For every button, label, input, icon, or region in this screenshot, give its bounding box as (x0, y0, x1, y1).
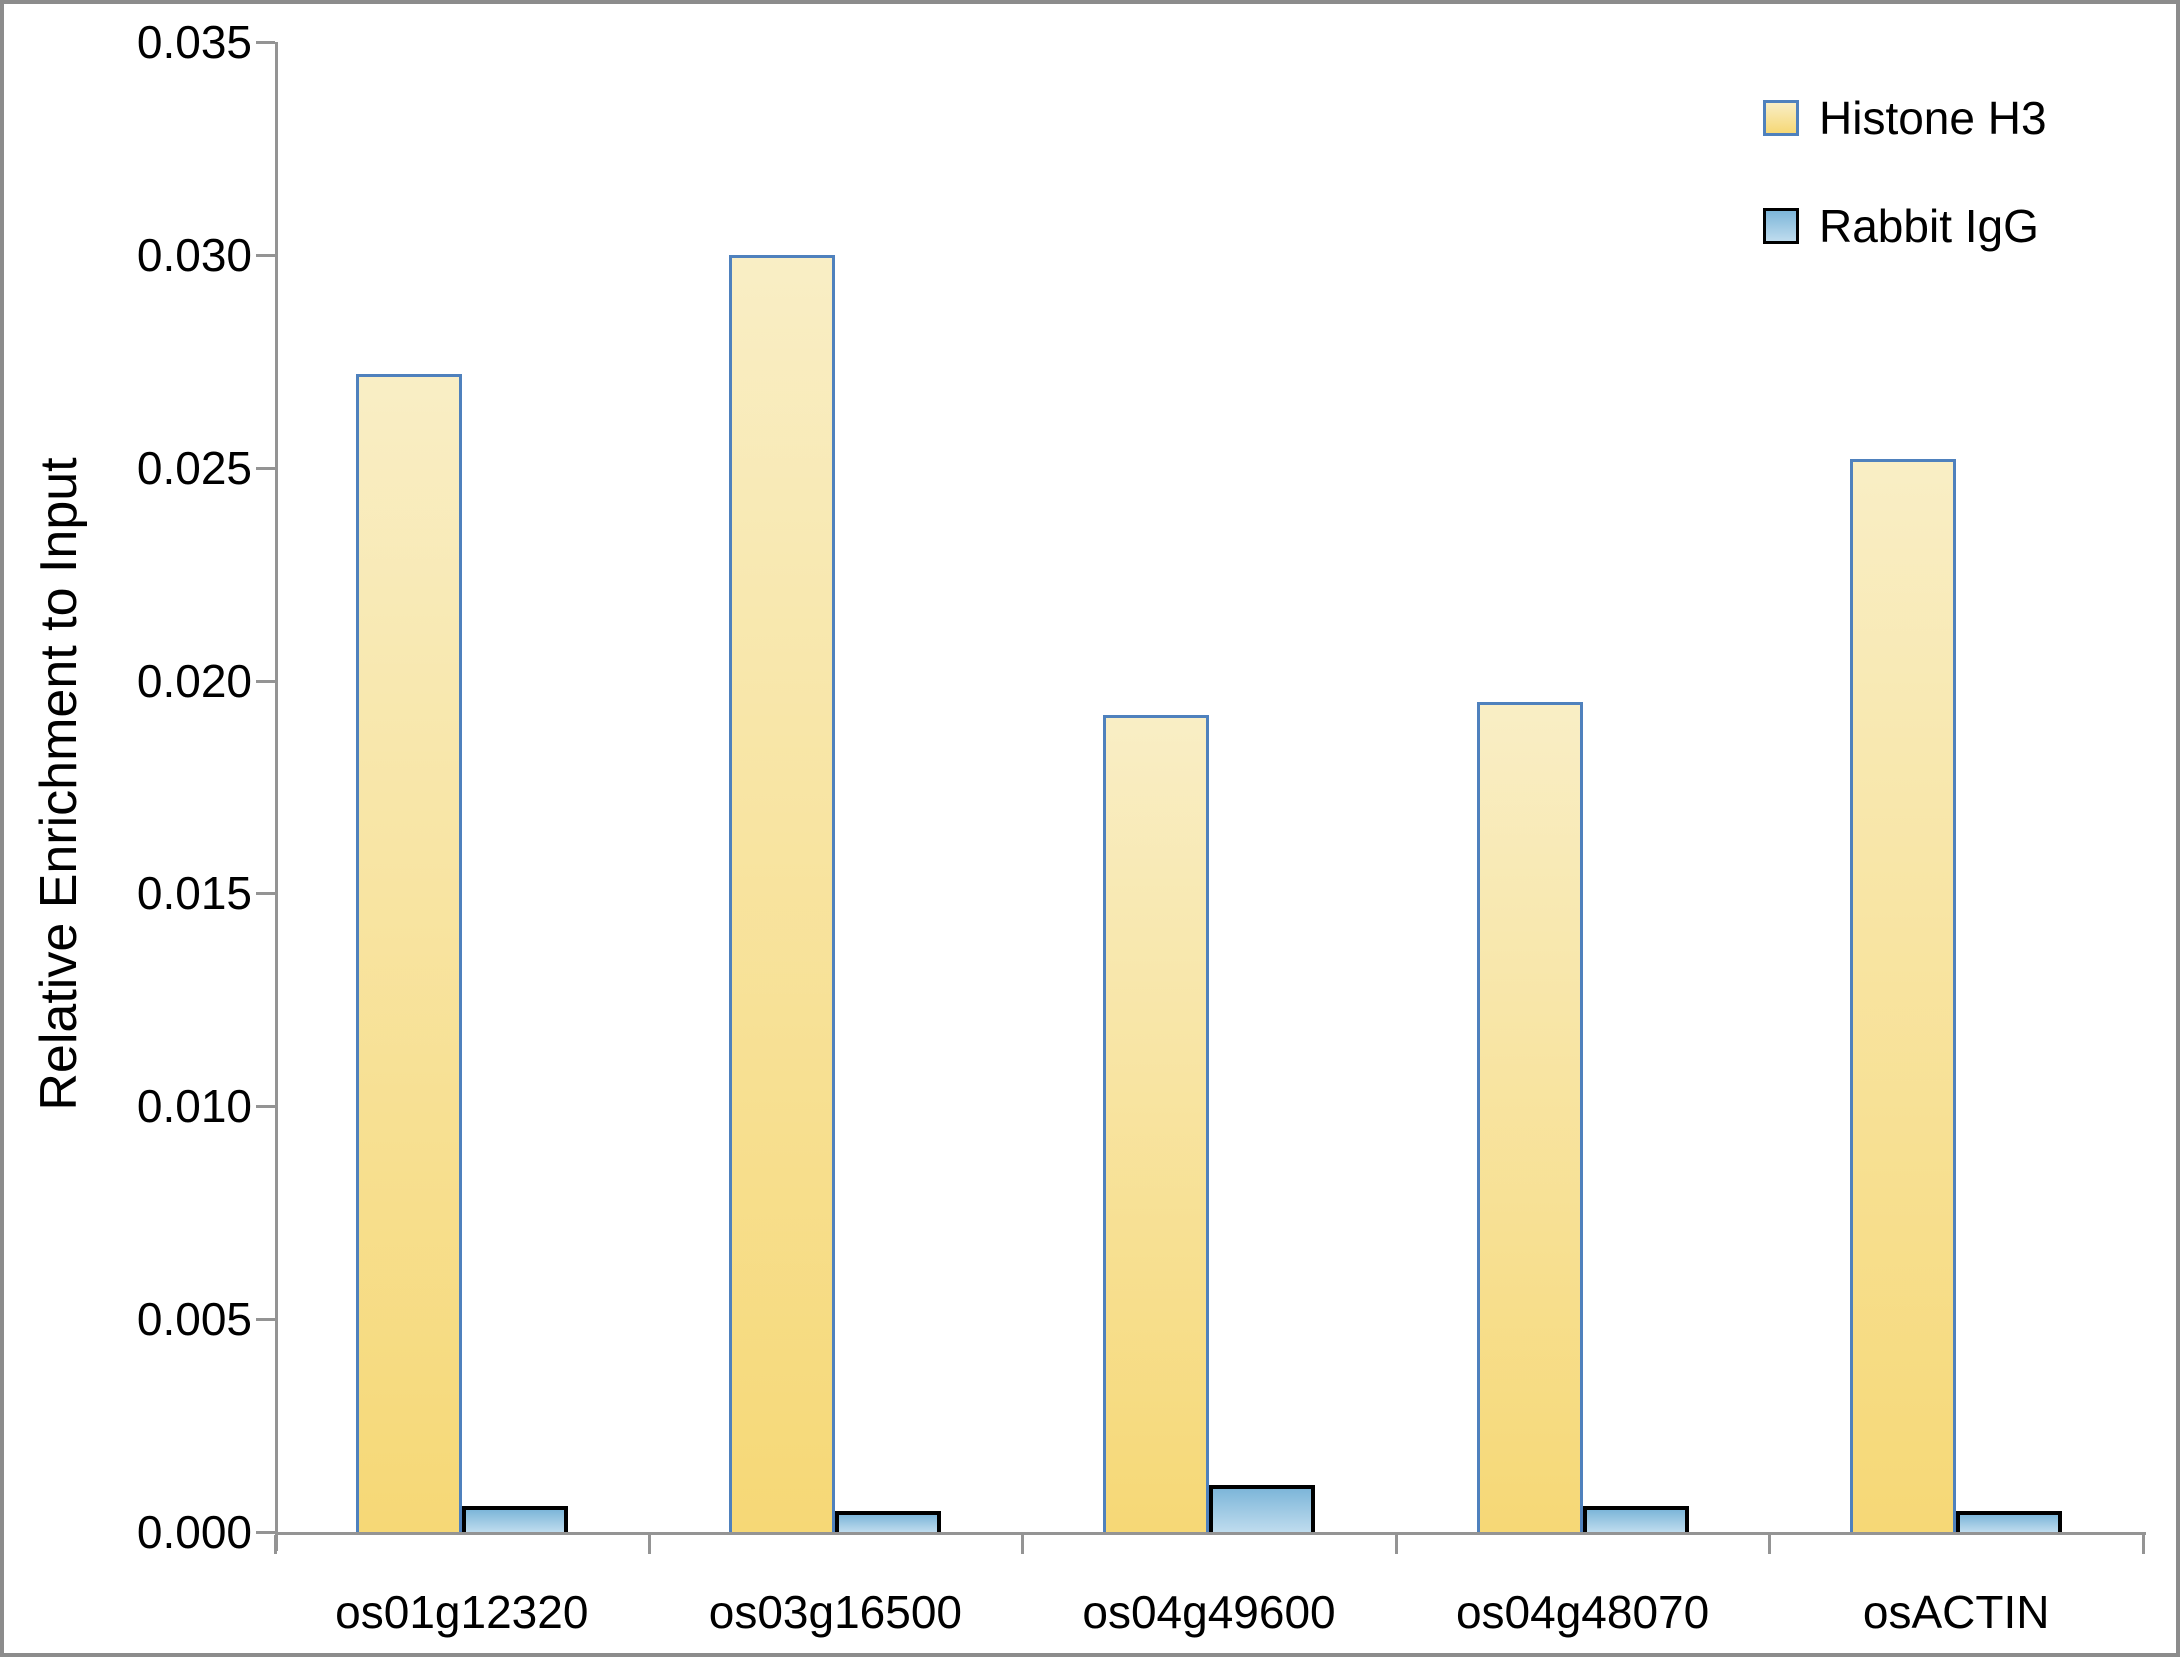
legend-entry-rabbit-igg: Rabbit IgG (1763, 202, 2039, 250)
x-category-label-os04g48070: os04g48070 (1455, 1586, 1710, 1638)
bar-histone-h3-os03g16500 (729, 254, 836, 1532)
y-axis-line (275, 42, 278, 1551)
x-category-label-os01g12320: os01g12320 (335, 1586, 589, 1638)
y-tick-label: 0.030 (136, 228, 252, 281)
y-tick-label: 0.010 (136, 1080, 252, 1133)
bar-rabbit-igg-osactin (1956, 1510, 2063, 1532)
bar-rabbit-igg-os04g48070 (1582, 1506, 1689, 1532)
bar-rabbit-igg-os04g49600 (1209, 1485, 1315, 1532)
y-tick-mark-0.030 (256, 253, 275, 257)
bar-rabbit-igg-os01g12320 (461, 1506, 568, 1532)
bar-histone-h3-os04g48070 (1476, 701, 1583, 1532)
bar-histone-h3-os04g49600 (1103, 714, 1209, 1532)
y-axis-title: Relative Enrichment to Input (30, 457, 88, 1111)
y-tick-label: 0.005 (136, 1293, 252, 1346)
legend-label-histone-h3: Histone H3 (1819, 92, 2047, 144)
x-category-label-osactin: osACTIN (1862, 1586, 2050, 1638)
y-tick-label: 0.020 (136, 654, 252, 707)
x-category-label-os04g49600: os04g49600 (1082, 1586, 1336, 1638)
y-tick-mark-0.015 (256, 892, 275, 896)
y-tick-mark-0.020 (256, 679, 275, 683)
x-tick-mark-1 (647, 1535, 651, 1554)
y-tick-label: 0.035 (136, 16, 252, 68)
x-category-label-os03g16500: os03g16500 (708, 1586, 963, 1638)
y-tick-label: 0.025 (136, 441, 252, 494)
x-tick-mark-0 (274, 1535, 277, 1554)
x-tick-mark-2 (1021, 1535, 1025, 1554)
x-tick-mark-3 (1394, 1535, 1398, 1554)
y-tick-label: 0.000 (136, 1506, 252, 1558)
y-tick-mark-0.005 (256, 1318, 275, 1322)
bar-histone-h3-os01g12320 (355, 374, 462, 1532)
y-tick-mark-0.025 (256, 466, 275, 470)
y-tick-mark-0.010 (256, 1105, 275, 1109)
legend-swatch-histone-h3 (1763, 100, 1799, 136)
y-tick-label: 0.015 (136, 867, 252, 920)
legend-label-rabbit-igg: Rabbit IgG (1819, 200, 2039, 252)
legend-entry-histone-h3: Histone H3 (1763, 94, 2047, 142)
y-tick-mark-0.035 (256, 41, 275, 44)
x-tick-mark-4 (1768, 1535, 1772, 1554)
bar-rabbit-igg-os03g16500 (835, 1510, 942, 1532)
x-axis-line (275, 1532, 2146, 1535)
x-tick-mark-5 (2142, 1535, 2145, 1554)
legend-swatch-rabbit-igg (1763, 208, 1799, 244)
y-tick-mark-0.000 (256, 1531, 275, 1534)
bar-histone-h3-osactin (1850, 459, 1957, 1532)
